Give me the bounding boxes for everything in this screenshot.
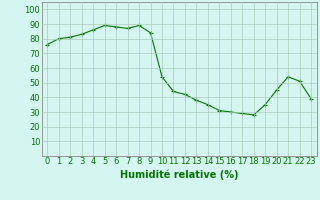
X-axis label: Humidité relative (%): Humidité relative (%): [120, 169, 238, 180]
